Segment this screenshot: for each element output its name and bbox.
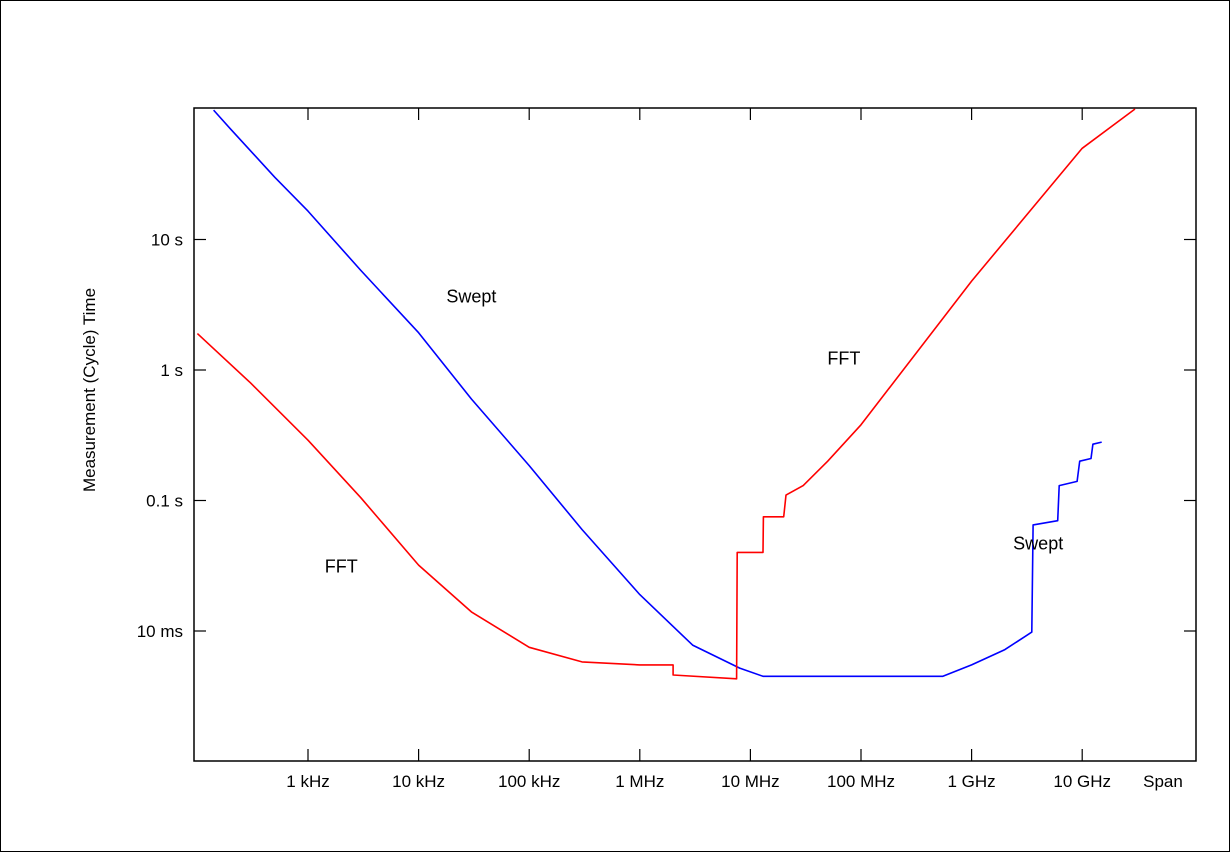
series-fft — [196, 108, 1136, 680]
x-axis-title: Span — [1143, 772, 1183, 791]
annotation-fft: FFT — [325, 557, 358, 577]
series-line-fft — [196, 108, 1136, 680]
series-line-swept — [213, 109, 1102, 678]
x-tick-label: 1 kHz — [286, 772, 329, 791]
x-tick-label: 10 MHz — [721, 772, 780, 791]
series-layer — [196, 108, 1136, 680]
x-tick-label: 10 kHz — [392, 772, 445, 791]
annotation-swept: Swept — [1013, 534, 1063, 554]
y-axis-title: Measurement (Cycle) Time — [80, 288, 99, 492]
series-swept — [213, 109, 1102, 678]
y-tick-label: 0.1 s — [146, 492, 183, 511]
x-tick-label: 1 GHz — [948, 772, 996, 791]
y-tick-label: 10 s — [151, 231, 183, 250]
plot-border — [193, 107, 1197, 762]
ticks-layer — [194, 108, 1196, 761]
x-tick-label: 100 kHz — [498, 772, 560, 791]
y-tick-label: 10 ms — [137, 622, 183, 641]
x-tick-label: 100 MHz — [827, 772, 895, 791]
x-tick-label: 10 GHz — [1053, 772, 1111, 791]
x-tick-label: 1 MHz — [615, 772, 664, 791]
y-tick-label: 1 s — [160, 361, 183, 380]
labels-layer: 1 kHz 10 kHz 100 kHz 1 MHz 10 MHz 100 MHz 1 GH… — [137, 231, 1111, 792]
annotation-fft: FFT — [827, 349, 860, 369]
plot-area — [193, 107, 1197, 762]
annotation-swept: Swept — [446, 286, 496, 306]
